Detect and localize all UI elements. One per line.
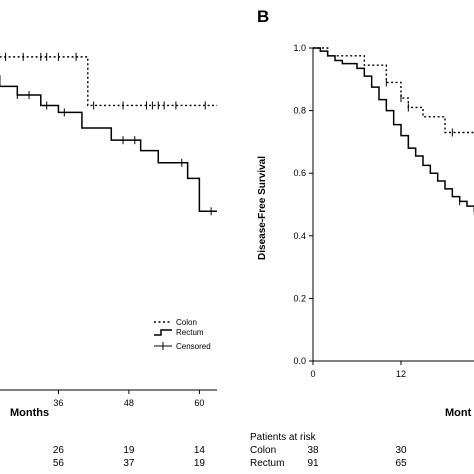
panel-a-risk-value: 56 <box>53 458 65 469</box>
panel-a-x-tick-label: 60 <box>194 398 204 408</box>
panel-a-x-axis-title: Months <box>10 407 49 419</box>
panel-a-plot: 243648603826191474563719 <box>0 52 217 469</box>
panel-a-series-rectum <box>0 75 217 213</box>
panel-b-y-tick-label: 0.8 <box>293 106 306 116</box>
legend-rectum-swatch <box>154 329 172 336</box>
panel-b-y-axis-title: Disease-Free Survival <box>257 156 268 260</box>
panel-label-b: B <box>257 7 269 26</box>
panel-b-y-tick-label: 1.0 <box>293 43 306 53</box>
panel-a-risk-value: 26 <box>53 445 65 456</box>
panel-b-risk-value: 91 <box>307 458 319 469</box>
panel-b-risk-value: 38 <box>307 445 319 456</box>
panel-a-x-tick-label: 36 <box>53 398 63 408</box>
legend-rectum-label: Rectum <box>176 328 204 337</box>
panel-b-plot: 012240.00.20.40.60.81.0383024916541 <box>293 43 474 469</box>
panel-b-risk-value: 65 <box>395 458 407 469</box>
panel-b-risk-value: 30 <box>395 445 407 456</box>
panel-b-y-tick-label: 0.6 <box>293 168 306 178</box>
panel-b-y-tick-label: 0.4 <box>293 231 306 241</box>
panel-a-risk-value: 19 <box>123 445 135 456</box>
panel-b-series-rectum <box>313 47 474 212</box>
panel-b-y-tick-label: 0.2 <box>293 293 306 303</box>
panel-b-risk-header: Patients at risk <box>250 432 317 443</box>
panel-a-series-colon <box>0 56 217 107</box>
panel-b-y-tick-label: 0.0 <box>293 356 306 366</box>
panel-b-risk-label-rectum: Rectum <box>250 458 284 469</box>
panel-b-x-tick-label: 12 <box>396 369 406 379</box>
panel-a-risk-value: 37 <box>123 458 135 469</box>
panel-b-risk-label-colon: Colon <box>250 445 276 456</box>
panel-a-risk-value: 14 <box>194 445 206 456</box>
legend-colon-label: Colon <box>176 318 197 327</box>
panel-b-x-tick-label: 0 <box>310 369 315 379</box>
legend-censored-label: Censored <box>176 342 211 351</box>
panel-a-legend: Colon Rectum Censored <box>154 318 211 351</box>
panel-b-series-colon <box>313 47 474 134</box>
panel-a-x-tick-label: 48 <box>124 398 134 408</box>
panel-a-risk-value: 19 <box>194 458 206 469</box>
panel-b-x-axis-title: Mont <box>445 407 472 419</box>
